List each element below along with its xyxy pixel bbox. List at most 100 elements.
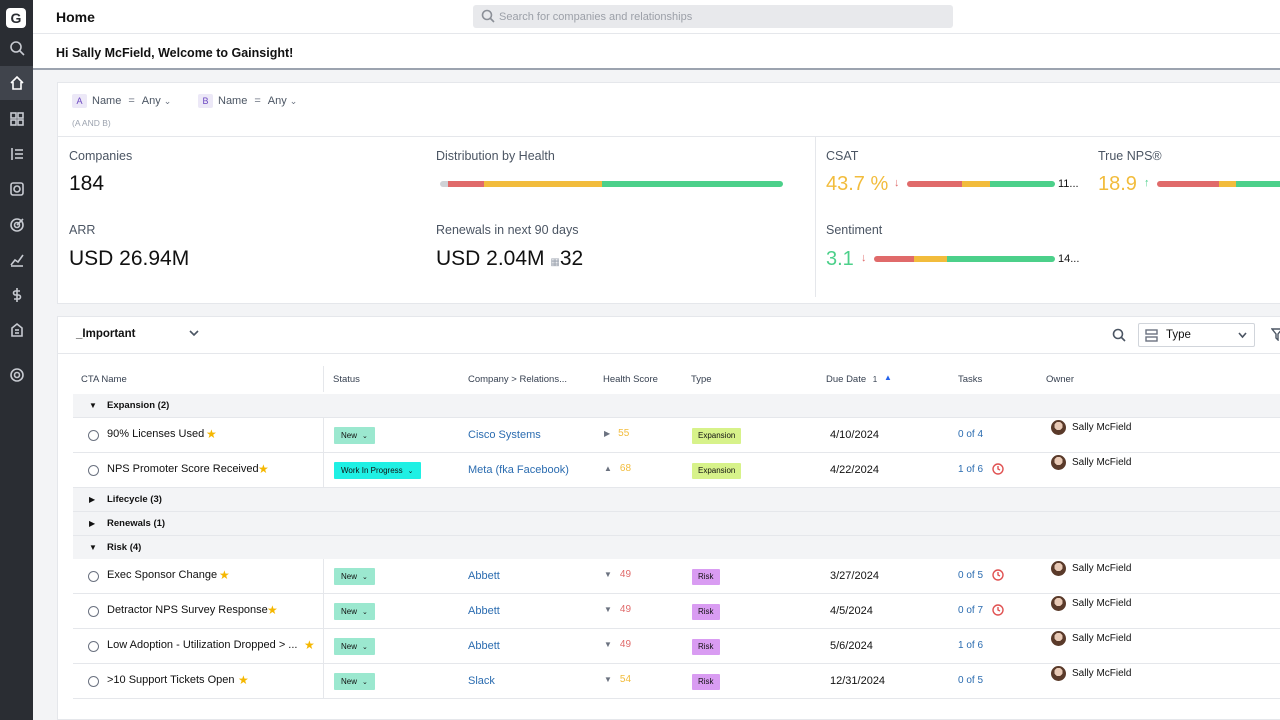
complete-radio[interactable]: [88, 465, 99, 476]
cta-row[interactable]: 90% Licenses Used ★ New ⌄ Cisco Systems ▶…: [73, 418, 1280, 453]
complete-radio[interactable]: [88, 606, 99, 617]
home-icon[interactable]: [0, 66, 33, 100]
star-icon[interactable]: ★: [206, 427, 217, 441]
nps-label: True NPS®: [1098, 149, 1162, 163]
tasks-link[interactable]: 0 of 5: [958, 675, 984, 686]
group-renewals[interactable]: ▶ Renewals (1): [73, 512, 1280, 536]
analytics-icon[interactable]: [0, 243, 33, 277]
col-cta-name[interactable]: CTA Name: [81, 374, 127, 385]
star-icon[interactable]: ★: [238, 673, 249, 687]
company-link[interactable]: Abbett: [468, 605, 500, 617]
cta-name[interactable]: >10 Support Tickets Open: [107, 674, 235, 686]
col-due-date[interactable]: Due Date 1: [826, 374, 877, 385]
complete-radio[interactable]: [88, 571, 99, 582]
company-link[interactable]: Cisco Systems: [468, 429, 541, 441]
status-dropdown[interactable]: Work In Progress ⌄: [334, 462, 421, 479]
group-by-label: Type: [1166, 329, 1191, 341]
tasks-link[interactable]: 0 of 7: [958, 605, 984, 616]
cta-row[interactable]: Exec Sponsor Change ★ New ⌄ Abbett ▼ 49 Ri…: [73, 559, 1280, 594]
company-link[interactable]: Slack: [468, 675, 495, 687]
company-link[interactable]: Abbett: [468, 640, 500, 652]
cta-name[interactable]: 90% Licenses Used: [107, 428, 205, 440]
dashboard-icon[interactable]: [0, 102, 33, 136]
caret-right-icon[interactable]: ▶: [89, 519, 96, 528]
type-badge: Expansion: [692, 463, 742, 479]
tasks-link[interactable]: 0 of 4: [958, 429, 984, 440]
timeline-icon[interactable]: [0, 137, 33, 171]
star-icon[interactable]: ★: [219, 568, 230, 582]
col-tasks[interactable]: Tasks: [958, 374, 983, 385]
cta-row[interactable]: Low Adoption - Utilization Dropped > ...…: [73, 629, 1280, 664]
owner[interactable]: Sally McField: [1051, 666, 1131, 681]
owner[interactable]: Sally McField: [1051, 631, 1131, 646]
complete-radio[interactable]: [88, 430, 99, 441]
companies-value[interactable]: 184: [69, 172, 105, 195]
building-icon[interactable]: [0, 313, 33, 347]
search-icon[interactable]: [0, 31, 33, 65]
gainsight-logo[interactable]: G: [6, 8, 26, 28]
group-expansion[interactable]: ▼ Expansion (2): [73, 394, 1280, 418]
complete-radio[interactable]: [88, 676, 99, 687]
settings-icon[interactable]: [0, 358, 33, 392]
filter-icon[interactable]: [1271, 328, 1280, 341]
search-icon[interactable]: [1112, 328, 1126, 342]
cta-view-select[interactable]: _Important: [76, 328, 136, 340]
group-by-select[interactable]: Type: [1138, 323, 1255, 347]
status-dropdown[interactable]: New ⌄: [334, 603, 375, 620]
status-dropdown[interactable]: New ⌄: [334, 638, 375, 655]
status-dropdown[interactable]: New ⌄: [334, 427, 375, 444]
company-link[interactable]: Abbett: [468, 570, 500, 582]
filter-a[interactable]: A Name = Any ⌄: [72, 94, 171, 108]
col-status[interactable]: Status: [333, 374, 360, 385]
dollar-icon[interactable]: [0, 278, 33, 312]
caret-down-icon: ▼: [604, 570, 612, 579]
cta-name[interactable]: NPS Promoter Score Received: [107, 463, 259, 475]
welcome-bar: Hi Sally McField, Welcome to Gainsight!: [33, 34, 1280, 70]
star-icon[interactable]: ★: [304, 638, 315, 652]
tasks-link[interactable]: 1 of 6: [958, 464, 984, 475]
cta-name[interactable]: Exec Sponsor Change: [107, 569, 218, 581]
owner[interactable]: Sally McField: [1051, 455, 1131, 470]
cta-row[interactable]: Detractor NPS Survey Response ★ New ⌄ Abb…: [73, 594, 1280, 629]
caret-down-icon[interactable]: ▼: [89, 543, 97, 552]
status-dropdown[interactable]: New ⌄: [334, 673, 375, 690]
tasks-link[interactable]: 0 of 5: [958, 570, 984, 581]
cockpit-icon[interactable]: [0, 172, 33, 206]
star-icon[interactable]: ★: [267, 603, 278, 617]
distribution-health-bar[interactable]: [440, 181, 783, 187]
renewals-count[interactable]: 32: [559, 247, 584, 270]
filter-b-value[interactable]: Any: [267, 95, 287, 107]
col-health-score[interactable]: Health Score: [603, 374, 658, 385]
due-date: 4/5/2024: [830, 605, 873, 617]
owner[interactable]: Sally McField: [1051, 420, 1131, 435]
nps-bar: [1157, 181, 1280, 187]
star-icon[interactable]: ★: [258, 462, 269, 476]
col-type[interactable]: Type: [691, 374, 712, 385]
global-search[interactable]: [473, 5, 953, 28]
filter-b[interactable]: B Name = Any ⌄: [198, 94, 297, 108]
owner[interactable]: Sally McField: [1051, 561, 1131, 576]
col-owner[interactable]: Owner: [1046, 374, 1074, 385]
owner[interactable]: Sally McField: [1051, 596, 1131, 611]
caret-down-icon[interactable]: ▼: [89, 401, 97, 410]
sort-ascending-icon[interactable]: ▲: [884, 373, 892, 382]
caret-right-icon[interactable]: ▶: [89, 495, 96, 504]
avatar: [1051, 561, 1066, 576]
cta-name[interactable]: Detractor NPS Survey Response: [107, 604, 268, 616]
complete-radio[interactable]: [88, 641, 99, 652]
type-badge: Risk: [692, 674, 720, 690]
status-dropdown[interactable]: New ⌄: [334, 568, 375, 585]
company-link[interactable]: Meta (fka Facebook): [468, 464, 569, 476]
chevron-down-icon[interactable]: [188, 327, 200, 339]
cta-name[interactable]: Low Adoption - Utilization Dropped > ...: [107, 639, 298, 651]
group-lifecycle[interactable]: ▶ Lifecycle (3): [73, 488, 1280, 512]
cta-row[interactable]: >10 Support Tickets Open ★ New ⌄ Slack ▼ 5…: [73, 664, 1280, 699]
group-risk[interactable]: ▼ Risk (4): [73, 536, 1280, 560]
cta-row[interactable]: NPS Promoter Score Received ★ Work In Pr…: [73, 453, 1280, 488]
caret-down-icon: ▼: [604, 640, 612, 649]
global-search-input[interactable]: [499, 8, 939, 25]
target-icon[interactable]: [0, 208, 33, 242]
filter-a-value[interactable]: Any: [141, 95, 161, 107]
tasks-link[interactable]: 1 of 6: [958, 640, 984, 651]
col-company[interactable]: Company > Relations...: [468, 374, 568, 385]
